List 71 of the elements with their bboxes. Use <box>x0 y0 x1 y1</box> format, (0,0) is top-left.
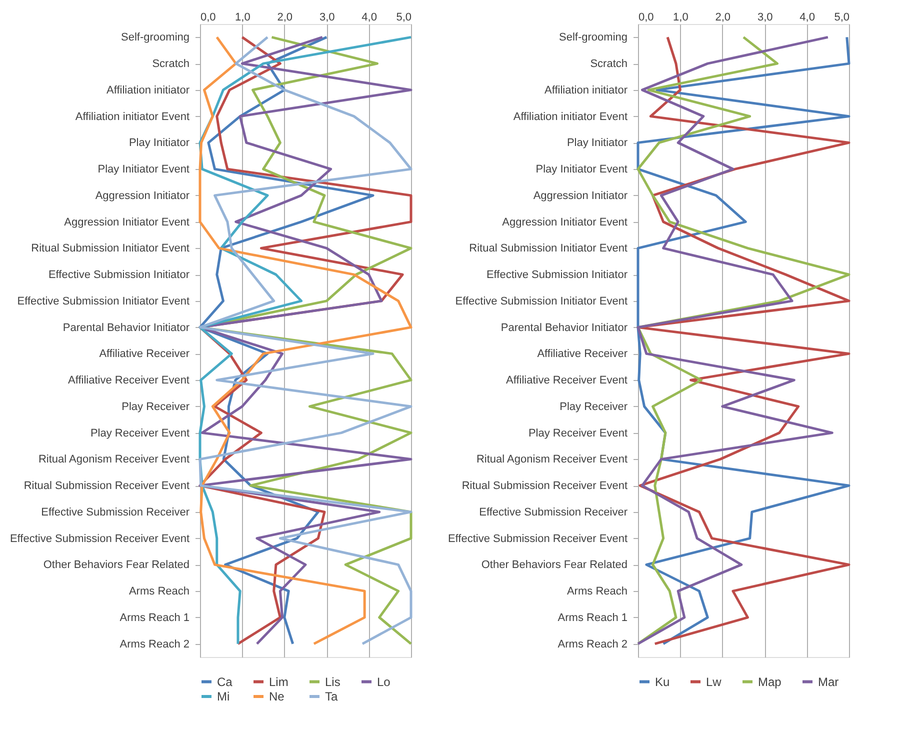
y-tick-label: Arms Reach <box>566 586 628 598</box>
y-tick-label: Ritual Submission Receiver Event <box>24 480 190 492</box>
y-tick-label: Arms Reach 1 <box>120 612 190 624</box>
x-tick-label: 4,0 <box>362 12 377 24</box>
y-tick-label: Play Receiver Event <box>528 427 628 440</box>
y-tick-label: Affiliative Receiver <box>99 348 190 360</box>
legend-label: Lo <box>377 674 391 689</box>
x-tick-label: 1,0 <box>673 12 688 24</box>
y-tick-label: Other Behaviors Fear Related <box>43 559 190 572</box>
legend-label: Mar <box>818 674 839 689</box>
y-tick-label: Play Initiator Event <box>536 164 628 176</box>
y-tick-label: Ritual Submission Initiator Event <box>31 242 190 255</box>
x-tick-label: 5,0 <box>834 12 850 24</box>
y-tick-label: Effective Submission Initiator <box>48 269 190 282</box>
y-tick-label: Aggression Initiator <box>95 190 190 202</box>
y-tick-label: Arms Reach 1 <box>558 612 628 624</box>
y-tick-label: Effective Submission Receiver Event <box>10 532 190 545</box>
y-tick-label: Effective Submission Initiator <box>486 269 628 282</box>
x-tick-label: 3,0 <box>757 12 773 24</box>
y-tick-label: Effective Submission Initiator Event <box>455 295 628 308</box>
y-tick-label: Aggression Initiator <box>533 190 628 202</box>
x-tick-label: 0,0 <box>200 12 216 24</box>
y-tick-label: Play Initiator <box>128 137 190 150</box>
y-tick-label: Play Initiator <box>566 137 628 150</box>
y-tick-label: Scratch <box>590 58 628 70</box>
y-tick-label: Play Initiator Event <box>98 164 190 176</box>
legend-label: Lim <box>269 674 288 689</box>
y-tick-label: Aggression Initiator Event <box>64 216 190 228</box>
y-tick-label: Arms Reach <box>128 586 190 598</box>
legend-label: Lis <box>325 674 340 689</box>
legend-label: Ne <box>269 690 285 704</box>
y-tick-label: Other Behaviors Fear Related <box>481 559 628 572</box>
x-tick-label: 2,0 <box>715 12 731 24</box>
x-tick-label: 5,0 <box>396 12 412 24</box>
y-tick-label: Ritual Agonism Receiver Event <box>476 454 628 466</box>
y-tick-label: Affiliation initiator Event <box>75 110 190 123</box>
legend-label: Mi <box>217 690 230 704</box>
y-tick-label: Play Receiver <box>560 400 628 413</box>
legend-label: Map <box>758 674 782 689</box>
legend-label: Ku <box>655 674 670 689</box>
legend-label: Ca <box>217 674 233 689</box>
x-tick-label: 2,0 <box>277 12 293 24</box>
y-tick-label: Play Receiver Event <box>90 427 190 440</box>
y-tick-label: Parental Behavior Initiator <box>500 322 628 334</box>
y-tick-label: Affiliative Receiver Event <box>68 374 190 387</box>
y-tick-label: Arms Reach 2 <box>120 638 190 650</box>
y-tick-label: Ritual Submission Receiver Event <box>462 480 628 492</box>
y-tick-label: Ritual Submission Initiator Event <box>469 242 628 255</box>
x-tick-label: 4,0 <box>800 12 815 24</box>
y-tick-label: Effective Submission Receiver <box>479 506 628 518</box>
legend-label: Lw <box>706 674 722 689</box>
y-tick-label: Scratch <box>152 58 190 70</box>
y-tick-label: Affiliation initiator <box>544 84 628 96</box>
y-tick-label: Ritual Agonism Receiver Event <box>38 454 190 466</box>
x-tick-label: 3,0 <box>319 12 335 24</box>
y-tick-label: Effective Submission Initiator Event <box>17 295 190 308</box>
y-tick-label: Effective Submission Receiver <box>41 506 190 518</box>
x-tick-label: 0,0 <box>638 12 654 24</box>
legend-label: Ta <box>325 690 338 704</box>
y-tick-label: Affiliation initiator Event <box>513 110 628 123</box>
y-tick-label: Aggression Initiator Event <box>502 216 628 228</box>
y-tick-label: Parental Behavior Initiator <box>62 322 190 334</box>
y-tick-label: Affiliative Receiver Event <box>506 374 628 387</box>
y-tick-label: Arms Reach 2 <box>558 638 628 650</box>
y-tick-label: Self-grooming <box>559 32 628 44</box>
y-tick-label: Self-grooming <box>121 32 190 44</box>
y-tick-label: Effective Submission Receiver Event <box>448 532 628 545</box>
y-tick-label: Affiliation initiator <box>106 84 190 96</box>
x-tick-label: 1,0 <box>235 12 250 24</box>
y-tick-label: Play Receiver <box>122 400 190 413</box>
y-tick-label: Affiliative Receiver <box>537 348 628 360</box>
